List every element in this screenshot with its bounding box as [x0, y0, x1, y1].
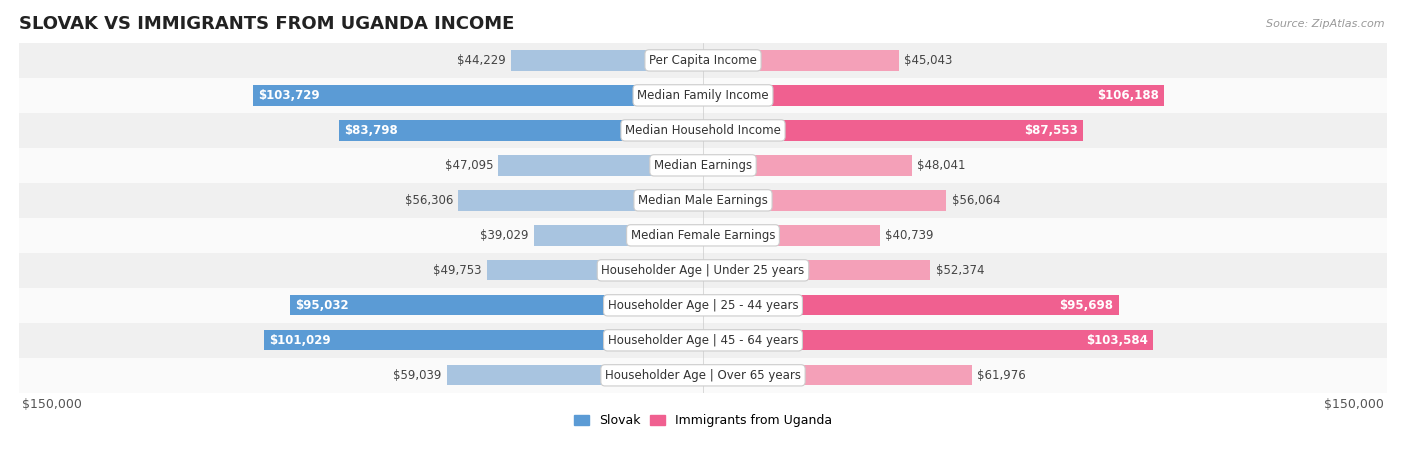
Bar [253, 85, 703, 106]
Text: $95,032: $95,032 [295, 299, 349, 312]
Text: $49,753: $49,753 [433, 264, 482, 277]
Text: Median Male Earnings: Median Male Earnings [638, 194, 768, 207]
Text: Per Capita Income: Per Capita Income [650, 54, 756, 67]
Text: $95,698: $95,698 [1059, 299, 1114, 312]
Bar [510, 50, 703, 71]
Text: Householder Age | Over 65 years: Householder Age | Over 65 years [605, 369, 801, 382]
Text: Median Household Income: Median Household Income [626, 124, 780, 137]
Bar [458, 190, 703, 211]
Bar [20, 288, 1386, 323]
Text: $40,739: $40,739 [886, 229, 934, 242]
Bar [703, 120, 1083, 141]
Bar [264, 330, 703, 350]
Bar [20, 78, 1386, 113]
Bar [20, 113, 1386, 148]
Text: $106,188: $106,188 [1097, 89, 1159, 102]
Bar [703, 190, 946, 211]
Text: Median Earnings: Median Earnings [654, 159, 752, 172]
Text: Source: ZipAtlas.com: Source: ZipAtlas.com [1267, 19, 1385, 28]
Bar [703, 295, 1119, 316]
Bar [20, 218, 1386, 253]
Bar [447, 365, 703, 385]
Bar [290, 295, 703, 316]
Bar [486, 260, 703, 281]
Text: $44,229: $44,229 [457, 54, 506, 67]
Text: $56,306: $56,306 [405, 194, 453, 207]
Bar [20, 43, 1386, 78]
Text: $48,041: $48,041 [917, 159, 966, 172]
Bar [20, 148, 1386, 183]
Bar [703, 260, 931, 281]
Text: $45,043: $45,043 [904, 54, 952, 67]
Text: $59,039: $59,039 [394, 369, 441, 382]
Bar [20, 358, 1386, 393]
Legend: Slovak, Immigrants from Uganda: Slovak, Immigrants from Uganda [568, 409, 838, 432]
Text: $56,064: $56,064 [952, 194, 1000, 207]
Text: $87,553: $87,553 [1025, 124, 1078, 137]
Text: $52,374: $52,374 [935, 264, 984, 277]
Bar [499, 155, 703, 176]
Bar [20, 183, 1386, 218]
Text: $39,029: $39,029 [479, 229, 529, 242]
Text: Median Female Earnings: Median Female Earnings [631, 229, 775, 242]
Text: $83,798: $83,798 [344, 124, 398, 137]
Text: $101,029: $101,029 [270, 334, 330, 347]
Text: $103,729: $103,729 [257, 89, 319, 102]
Text: $47,095: $47,095 [444, 159, 494, 172]
Text: Householder Age | Under 25 years: Householder Age | Under 25 years [602, 264, 804, 277]
Bar [703, 225, 880, 246]
Bar [20, 253, 1386, 288]
Bar [703, 50, 898, 71]
Text: SLOVAK VS IMMIGRANTS FROM UGANDA INCOME: SLOVAK VS IMMIGRANTS FROM UGANDA INCOME [20, 15, 515, 33]
Bar [20, 323, 1386, 358]
Text: Householder Age | 25 - 44 years: Householder Age | 25 - 44 years [607, 299, 799, 312]
Text: Householder Age | 45 - 64 years: Householder Age | 45 - 64 years [607, 334, 799, 347]
Text: Median Family Income: Median Family Income [637, 89, 769, 102]
Bar [339, 120, 703, 141]
Bar [703, 365, 972, 385]
Text: $61,976: $61,976 [977, 369, 1026, 382]
Bar [533, 225, 703, 246]
Bar [703, 155, 911, 176]
Bar [703, 85, 1164, 106]
Bar [703, 330, 1153, 350]
Text: $103,584: $103,584 [1085, 334, 1147, 347]
